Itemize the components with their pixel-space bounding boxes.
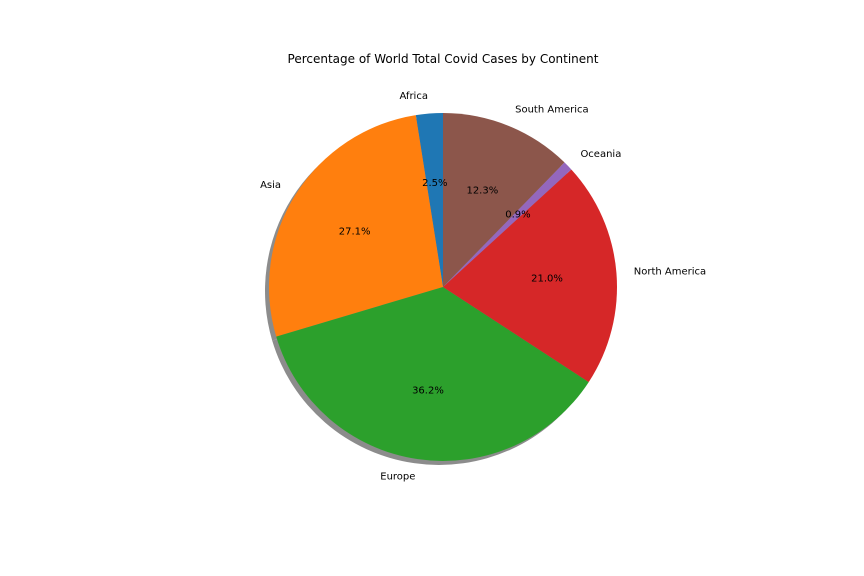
pie-slice-africa [415, 113, 443, 287]
pie-slice-layer [269, 113, 617, 462]
pie-slice-north-america [443, 169, 617, 383]
slice-label-europe: Europe [380, 471, 415, 482]
slice-label-africa: Africa [399, 91, 428, 102]
slice-label-north-america: North America [634, 266, 706, 277]
slice-percent-europe: 36.2% [412, 385, 444, 396]
chart-title: Percentage of World Total Covid Cases by… [288, 52, 599, 66]
slice-percent-africa: 2.5% [422, 178, 447, 189]
pie-slice-oceania [443, 162, 572, 287]
slice-label-asia: Asia [260, 180, 281, 191]
slice-label-south-america: South America [515, 105, 589, 116]
pie-slice-europe [276, 287, 589, 462]
slice-label-oceania: Oceania [580, 149, 621, 160]
pie-slice-south-america [443, 113, 565, 287]
slice-percent-asia: 27.1% [339, 226, 371, 237]
pie-slice-asia [269, 115, 443, 337]
slice-percent-north-america: 21.0% [531, 273, 563, 284]
slice-percent-south-america: 12.3% [466, 185, 498, 196]
slice-percent-oceania: 0.9% [505, 209, 530, 220]
pie-label-layer: Africa 2.5% Asia 27.1% Europe 36.2% North Amer… [260, 91, 706, 482]
